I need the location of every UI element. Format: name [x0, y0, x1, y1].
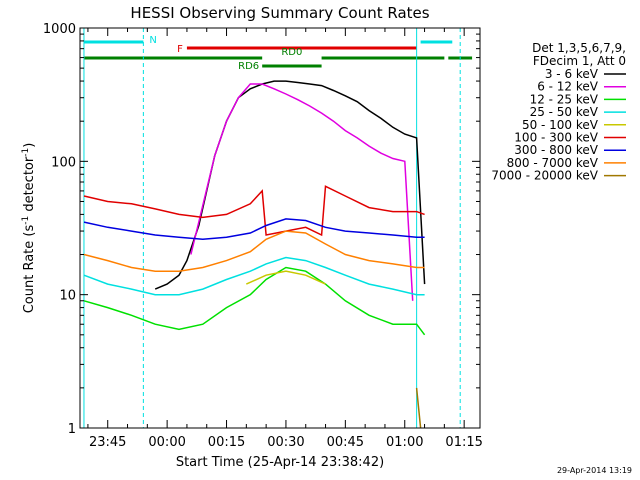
x-tick-label: 00:15 [208, 435, 245, 450]
x-tick-label: 00:00 [148, 435, 185, 450]
legend-label: 6 - 12 keV [537, 80, 599, 94]
flag-f-label: F [177, 44, 183, 55]
x-tick-label: 23:45 [89, 435, 126, 450]
legend-label: 7000 - 20000 keV [491, 169, 598, 183]
y-tick-label: 1 [68, 422, 76, 437]
y-tick-label: 1000 [43, 22, 76, 37]
series-line [245, 270, 326, 285]
y-axis-label: Count Rate (s-1 detector-1) [21, 143, 37, 314]
series-line [415, 387, 422, 429]
x-axis-label: Start Time (25-Apr-14 23:38:42) [176, 455, 384, 470]
series-line [190, 83, 414, 301]
series-lines [83, 80, 426, 429]
flag-rd0-label: RD0 [281, 47, 302, 58]
legend-header-1: Det 1,3,5,6,7,9, [532, 41, 626, 55]
y-tick-label: 100 [51, 155, 76, 170]
y-axis-label-sup2: -1 [21, 148, 31, 157]
legend-header-2: FDecim 1, Att 0 [533, 54, 626, 68]
y-axis-label-end: ) [22, 143, 37, 148]
series-line [83, 218, 425, 241]
timestamp: 29-Apr-2014 13:19 [557, 466, 632, 475]
legend-label: 12 - 25 keV [530, 92, 599, 106]
x-tick-label: 01:00 [386, 435, 423, 450]
chart-title: HESSI Observing Summary Count Rates [130, 4, 429, 22]
flag-n-label: N [149, 35, 156, 46]
legend-label: 50 - 100 keV [522, 118, 599, 132]
x-tick-label: 01:15 [445, 435, 482, 450]
series-line [83, 230, 425, 272]
y-axis-label-mid: detector [22, 156, 37, 216]
plot-frame [79, 27, 481, 429]
legend-label: 25 - 50 keV [530, 105, 599, 119]
legend-label: 800 - 7000 keV [507, 156, 599, 170]
series-line [83, 266, 426, 336]
x-tick-label: 00:30 [267, 435, 304, 450]
flag-bars: N F RD0 RD6 [83, 35, 473, 72]
y-axis-label-sup1: -1 [21, 216, 31, 225]
legend: Det 1,3,5,6,7,9, FDecim 1, Att 0 3 - 6 k… [491, 41, 626, 183]
flag-rd6-label: RD6 [238, 61, 259, 72]
x-tick-label: 00:45 [327, 435, 364, 450]
y-axis-label-main: Count Rate (s [22, 225, 37, 314]
vertical-markers [83, 28, 461, 428]
y-axis: 1 10 100 1000 [43, 22, 480, 437]
series-line [83, 256, 425, 296]
y-tick-label: 10 [59, 289, 76, 304]
legend-label: 300 - 800 keV [514, 143, 598, 157]
x-axis: 23:45 00:00 00:15 00:30 00:45 01:00 01:15 [87, 28, 483, 450]
series-line [83, 185, 425, 237]
legend-label: 100 - 300 keV [514, 131, 598, 145]
legend-label: 3 - 6 keV [545, 67, 599, 81]
